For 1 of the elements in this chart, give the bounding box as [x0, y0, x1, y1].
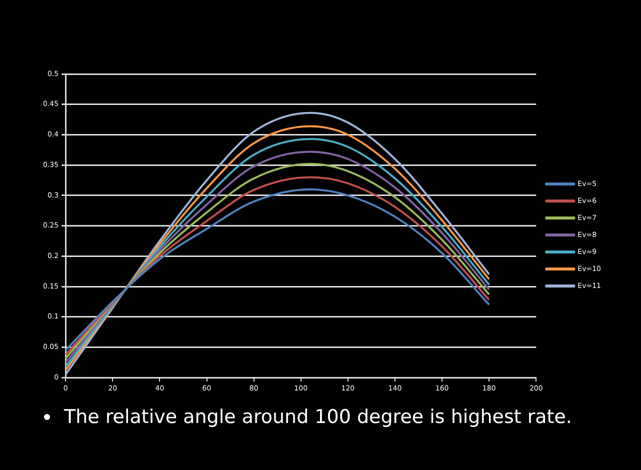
- text: The relative angle around 100 degree is highest rate.: [64, 406, 572, 428]
